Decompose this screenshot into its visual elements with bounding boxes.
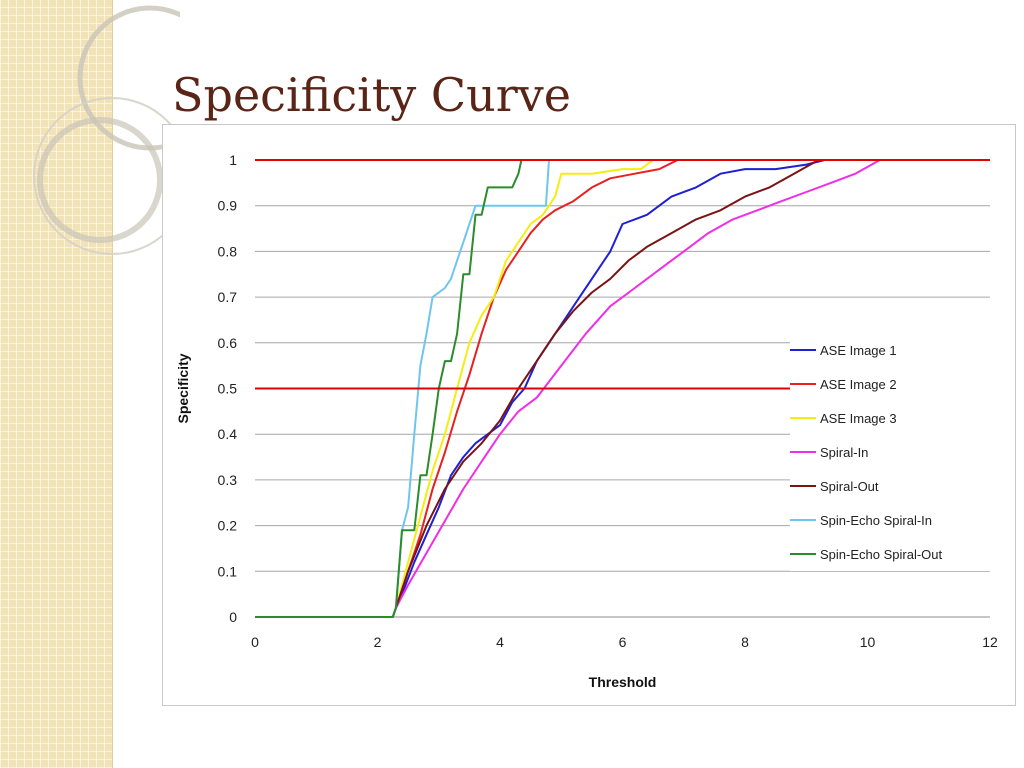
legend-label: Spiral-In bbox=[820, 444, 869, 460]
legend-label: Spin-Echo Spiral-Out bbox=[820, 546, 943, 562]
y-tick-label: 0.9 bbox=[218, 198, 238, 214]
x-tick-label: 0 bbox=[251, 634, 259, 650]
x-axis-title: Threshold bbox=[589, 674, 657, 690]
x-tick-label: 12 bbox=[982, 634, 998, 650]
legend-swatch bbox=[790, 519, 816, 521]
legend-swatch bbox=[790, 417, 816, 419]
legend-swatch bbox=[790, 553, 816, 555]
legend-swatch bbox=[790, 383, 816, 385]
series-line-6 bbox=[255, 159, 550, 618]
y-tick-label: 0.2 bbox=[218, 518, 238, 534]
legend-label: Spiral-Out bbox=[820, 478, 879, 494]
series-line-7 bbox=[255, 159, 523, 618]
y-tick-label: 0.1 bbox=[218, 563, 238, 579]
decorative-circles bbox=[33, 5, 180, 255]
chart-legend: ASE Image 1 ASE Image 2 ASE Image 3 Spiral-… bbox=[790, 333, 990, 571]
deco-circle-small bbox=[37, 117, 163, 243]
x-tick-label: 6 bbox=[619, 634, 627, 650]
series-line-5 bbox=[255, 159, 819, 618]
x-tick-label: 4 bbox=[496, 634, 504, 650]
series-line-3 bbox=[255, 159, 654, 618]
legend-item: Spiral-Out bbox=[790, 469, 990, 503]
y-tick-label: 1 bbox=[229, 152, 237, 168]
deco-circle-outline bbox=[33, 97, 180, 255]
x-tick-label: 2 bbox=[374, 634, 382, 650]
chart-container: 0 0.1 0.2 0.3 0.4 0.5 0.6 0.7 0.8 0.9 1 0 2 4 6 8 10 12 Th… bbox=[162, 124, 1016, 706]
legend-swatch bbox=[790, 349, 816, 351]
y-tick-label: 0.5 bbox=[218, 381, 238, 397]
y-tick-label: 0.3 bbox=[218, 472, 238, 488]
x-tick-label: 10 bbox=[860, 634, 876, 650]
legend-swatch bbox=[790, 451, 816, 453]
legend-item: Spin-Echo Spiral-Out bbox=[790, 537, 990, 571]
y-tick-label: 0.8 bbox=[218, 243, 238, 259]
legend-label: ASE Image 3 bbox=[820, 410, 897, 426]
legend-label: ASE Image 1 bbox=[820, 342, 897, 358]
legend-swatch bbox=[790, 485, 816, 487]
line-chart: 00.10.20.30.40.50.60.70.80.910 2 4 6 8 10 12Th… bbox=[175, 152, 998, 690]
legend-item: ASE Image 3 bbox=[790, 401, 990, 435]
y-tick-label: 0.7 bbox=[218, 289, 238, 305]
decorative-side-panel bbox=[0, 0, 113, 768]
series-line-2 bbox=[255, 159, 679, 618]
page-title: Specificity Curve bbox=[172, 68, 571, 122]
series-line-4 bbox=[255, 159, 881, 618]
y-tick-label: 0.4 bbox=[218, 426, 238, 442]
legend-item: Spin-Echo Spiral-In bbox=[790, 503, 990, 537]
legend-item: ASE Image 2 bbox=[790, 367, 990, 401]
y-tick-label: 0 bbox=[229, 609, 237, 625]
legend-item: Spiral-In bbox=[790, 435, 990, 469]
y-axis-title: Specificity bbox=[175, 353, 191, 423]
legend-label: Spin-Echo Spiral-In bbox=[820, 512, 932, 528]
x-tick-label: 8 bbox=[741, 634, 749, 650]
legend-item: ASE Image 1 bbox=[790, 333, 990, 367]
legend-label: ASE Image 2 bbox=[820, 376, 897, 392]
y-tick-label: 0.6 bbox=[218, 335, 238, 351]
